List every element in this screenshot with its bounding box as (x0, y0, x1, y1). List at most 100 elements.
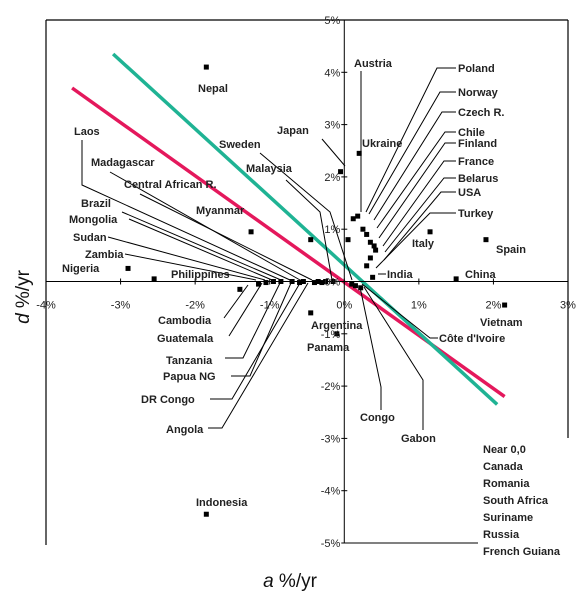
point-label: Zambia (85, 249, 124, 261)
point-label: Nigeria (62, 263, 100, 275)
leader-line (231, 282, 292, 377)
leader-line (124, 253, 257, 281)
data-point (355, 213, 361, 219)
y-tick-label: -1% (321, 329, 341, 341)
leader-line (376, 131, 456, 229)
y-tick-label: 4% (324, 67, 340, 79)
point-label: Sudan (73, 232, 107, 244)
point-label: Spain (496, 244, 526, 256)
point-label: Japan (277, 125, 309, 137)
data-point (364, 263, 370, 269)
data-point (315, 279, 321, 284)
point-label: Laos (74, 126, 100, 138)
data-point (308, 310, 314, 316)
data-point (270, 279, 276, 284)
leader-line (361, 283, 438, 339)
leader-line (139, 193, 313, 281)
leader-line (378, 142, 456, 239)
leader-line (365, 67, 456, 213)
data-point (338, 169, 344, 175)
point-label: Malaysia (246, 163, 293, 175)
point-label: Gabon (401, 433, 436, 445)
x-tick-label: 0% (336, 300, 352, 312)
data-point (237, 286, 243, 292)
leader-line (285, 179, 333, 281)
y-tick-label: 2% (324, 172, 340, 184)
point-label: Nepal (198, 83, 228, 95)
x-tick-label: -3% (111, 300, 131, 312)
data-point (248, 229, 254, 235)
data-point (345, 237, 351, 243)
y-tick-label: 3% (324, 120, 340, 132)
point-label: Guatemala (157, 333, 214, 345)
leader-line (81, 140, 291, 281)
data-point (330, 279, 336, 284)
point-label: China (465, 269, 496, 281)
point-labels: Nepal Indonesia Japan Austria Ukraine Poland N… (62, 58, 526, 509)
leader-line (109, 171, 301, 281)
point-label: Madagascar (91, 157, 155, 169)
data-point (300, 279, 306, 284)
data-point (370, 274, 376, 280)
data-point (371, 243, 377, 249)
regression-line (111, 52, 499, 406)
data-point (364, 231, 370, 237)
leader-line (121, 211, 282, 281)
x-tick-label: 2% (485, 300, 501, 312)
point-label: Panama (307, 342, 350, 354)
x-tick-label: -1% (260, 300, 280, 312)
leader-lines (81, 67, 456, 430)
y-tick-label: 0% (324, 277, 340, 289)
point-label: Italy (412, 238, 435, 250)
near-origin-item: Russia (483, 529, 520, 541)
leader-line (382, 160, 456, 247)
y-tick-label: 1% (324, 224, 340, 236)
point-label: Congo (360, 412, 395, 424)
near-origin-item: French Guiana (483, 546, 561, 558)
data-point (356, 150, 362, 156)
leader-line (373, 111, 456, 221)
data-point (427, 229, 433, 235)
leader-line (107, 236, 266, 281)
point-label: Finland (458, 138, 497, 150)
tick-labels: -4% -3% -2% -1% 0% 1% 2% 3% -5% -4% -3% -2% -1% 0% 1% 2… (36, 15, 576, 550)
point-label: Belarus (458, 173, 498, 185)
point-label: Tanzania (166, 355, 213, 367)
data-point (349, 281, 355, 287)
data-point (483, 237, 489, 243)
data-point (278, 279, 284, 284)
data-points (125, 64, 508, 517)
leader-line (208, 282, 309, 429)
data-point (308, 237, 314, 243)
x-tick-label: 1% (411, 300, 427, 312)
leader-line (384, 177, 456, 253)
y-tick-label: -4% (321, 486, 341, 498)
point-label: Myanmar (196, 205, 245, 217)
y-axis-title: d %/yr (13, 269, 34, 324)
data-point (203, 511, 209, 517)
x-axis-title: a %/yr (263, 571, 318, 592)
data-point (373, 247, 379, 253)
near-origin-title: Near 0,0 (483, 444, 526, 456)
data-point (367, 239, 373, 245)
point-label: USA (458, 187, 481, 199)
leader-line (321, 138, 346, 167)
data-point (125, 265, 131, 271)
data-point (367, 255, 373, 261)
leader-line (223, 284, 249, 319)
data-point (151, 276, 157, 282)
point-label: DR Congo (141, 394, 195, 406)
trend-lines (71, 52, 506, 406)
leader-line (225, 282, 281, 359)
point-label: Chile (458, 127, 485, 139)
leader-line (210, 282, 301, 400)
point-label: France (458, 156, 494, 168)
point-label: Austria (354, 58, 393, 70)
data-point (319, 280, 325, 286)
point-label: Central African R. (124, 179, 217, 191)
data-point (289, 279, 295, 284)
leader-line (128, 218, 273, 281)
point-label: Poland (458, 63, 495, 75)
data-point (350, 216, 356, 222)
y-tick-label: -5% (321, 538, 341, 550)
